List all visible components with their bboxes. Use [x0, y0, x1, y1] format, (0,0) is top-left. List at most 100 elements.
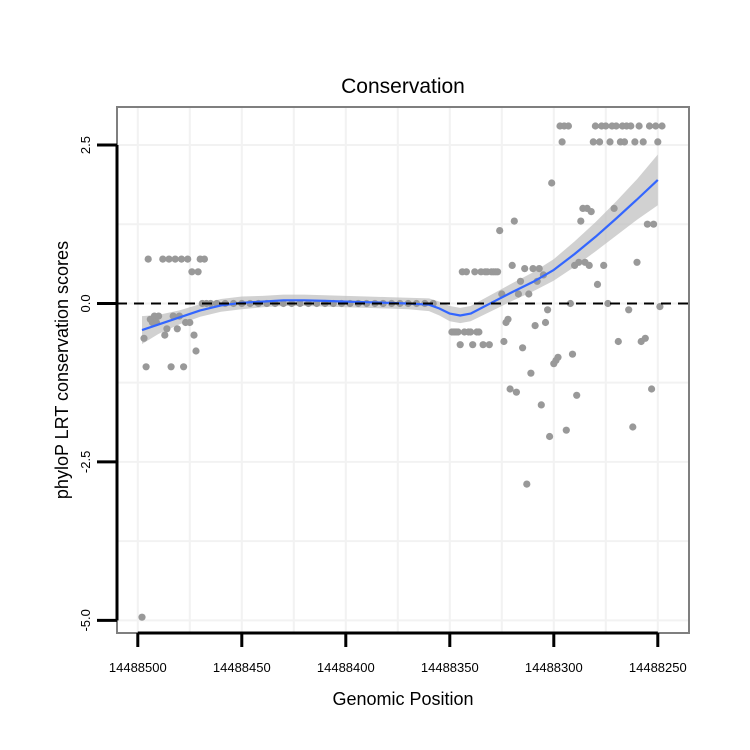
- data-point: [548, 179, 556, 187]
- data-point: [462, 268, 470, 276]
- y-axis: 2.5 0.0 -2.5 -5.0: [78, 136, 119, 632]
- data-point: [627, 122, 635, 130]
- data-point: [546, 432, 554, 441]
- x-tick-label: 14488400: [317, 660, 375, 675]
- data-point: [606, 138, 614, 146]
- data-point: [604, 299, 612, 308]
- data-point: [454, 328, 462, 336]
- data-point: [614, 337, 622, 346]
- data-point: [188, 268, 196, 276]
- data-point: [610, 204, 618, 212]
- data-point: [602, 122, 610, 130]
- data-point: [159, 255, 167, 263]
- data-point: [186, 318, 194, 327]
- data-point: [171, 255, 179, 263]
- data-point: [525, 290, 533, 298]
- data-point: [566, 299, 575, 308]
- smooth-trend-line: [141, 179, 659, 332]
- data-point: [544, 306, 552, 314]
- data-point: [456, 341, 464, 349]
- data-point: [620, 138, 629, 146]
- data-point: [585, 261, 593, 269]
- data-point: [138, 613, 146, 621]
- data-point: [279, 299, 287, 308]
- data-point: [541, 318, 550, 327]
- data-point: [577, 217, 585, 225]
- data-point: [296, 299, 304, 308]
- data-point: [648, 385, 656, 393]
- data-point: [173, 325, 181, 333]
- data-point: [504, 315, 512, 323]
- data-point: [494, 268, 502, 276]
- data-point: [641, 334, 649, 342]
- data-point: [500, 337, 508, 346]
- data-point: [600, 261, 608, 269]
- data-point: [180, 363, 188, 371]
- data-point: [527, 369, 535, 377]
- data-point: [194, 268, 202, 276]
- data-point: [165, 255, 173, 263]
- data-point: [652, 122, 660, 130]
- data-point: [589, 138, 597, 146]
- data-point: [177, 255, 186, 263]
- y-axis-label: phyloP LRT conservation scores: [52, 241, 72, 499]
- data-point: [562, 426, 570, 434]
- data-point: [631, 138, 639, 146]
- data-point: [506, 385, 514, 393]
- x-tick-label: 14488250: [629, 660, 687, 675]
- grid-lines: [117, 107, 689, 633]
- data-point: [184, 255, 192, 263]
- data-point: [593, 280, 602, 288]
- data-point: [163, 325, 171, 333]
- data-point: [516, 277, 525, 285]
- data-point: [514, 290, 523, 298]
- data-point: [496, 227, 504, 235]
- data-point: [575, 258, 583, 266]
- data-point: [521, 265, 529, 273]
- data-point: [643, 220, 652, 228]
- data-point: [161, 331, 169, 339]
- data-point: [633, 258, 641, 266]
- y-tick-label: -2.5: [78, 451, 93, 473]
- y-tick-label: -5.0: [78, 609, 93, 631]
- data-point: [469, 341, 477, 349]
- data-point: [654, 138, 662, 146]
- data-point: [155, 312, 163, 320]
- data-point: [508, 261, 516, 269]
- confidence-ribbon: [142, 154, 658, 344]
- data-point: [190, 331, 198, 339]
- data-point: [612, 122, 620, 130]
- data-point: [167, 363, 175, 371]
- data-point: [573, 391, 581, 399]
- x-axis: 14488500 14488450 14488400 14488350 14488300…: [109, 631, 687, 675]
- data-point: [568, 350, 577, 358]
- data-point: [140, 334, 148, 342]
- x-tick-label: 14488500: [109, 660, 167, 675]
- data-point: [512, 388, 521, 396]
- data-point: [531, 322, 539, 330]
- data-point: [535, 265, 543, 273]
- x-axis-label: Genomic Position: [332, 689, 473, 709]
- data-point: [625, 306, 633, 314]
- confidence-ribbon-group: [142, 154, 658, 344]
- y-tick-label: 2.5: [78, 136, 93, 154]
- data-point: [467, 328, 475, 336]
- data-point: [645, 122, 654, 130]
- data-point: [658, 122, 666, 130]
- data-point: [635, 122, 643, 130]
- data-point: [475, 328, 483, 336]
- data-point: [523, 480, 531, 488]
- data-point: [558, 138, 566, 146]
- x-tick-label: 14488450: [213, 660, 271, 675]
- data-point: [656, 303, 664, 311]
- data-point: [144, 255, 152, 263]
- data-point: [529, 265, 537, 273]
- data-point: [510, 217, 518, 225]
- data-point: [587, 208, 595, 216]
- data-point: [650, 220, 658, 228]
- data-point: [596, 138, 604, 146]
- y-tick-label: 0.0: [78, 294, 93, 312]
- data-point: [629, 423, 637, 431]
- data-point: [537, 401, 545, 409]
